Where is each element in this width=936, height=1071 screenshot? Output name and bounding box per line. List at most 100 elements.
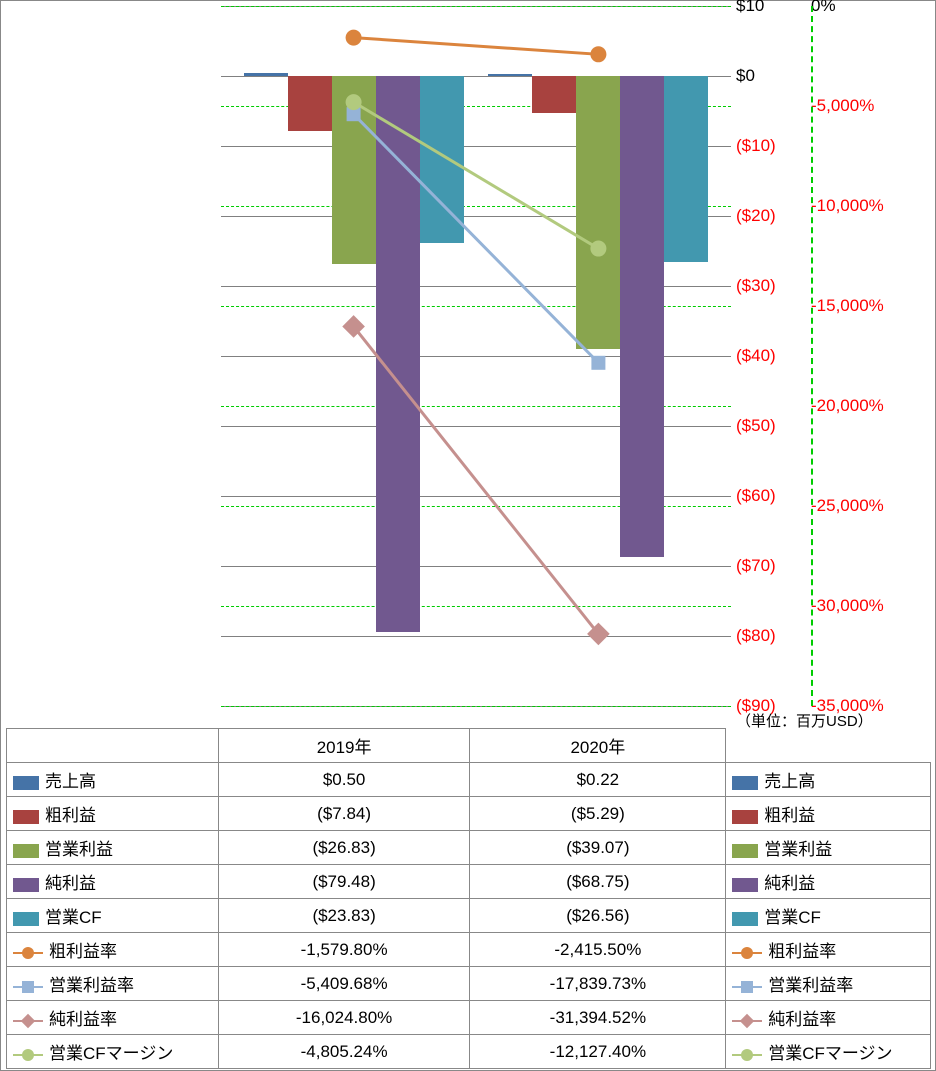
value-cell: ($7.84) [218, 797, 470, 831]
value-cell: $0.22 [470, 763, 726, 797]
value-cell: -31,394.52% [470, 1001, 726, 1035]
chart-container: $10$0($10)($20)($30)($40)($50)($60)($70)… [0, 0, 936, 1071]
series-name-cell: 純利益率 [7, 1001, 219, 1035]
y1-gridline [221, 636, 731, 637]
value-cell: ($26.56) [470, 899, 726, 933]
y1-tick-label: ($10) [736, 136, 776, 156]
value-cell: ($26.83) [218, 831, 470, 865]
series-name-cell: 粗利益 [7, 797, 219, 831]
value-cell: -4,805.24% [218, 1035, 470, 1069]
table-row: 純利益率 -16,024.80%-31,394.52% 純利益率 [7, 1001, 931, 1035]
bar-1-1 [532, 76, 576, 113]
bar-3-1 [620, 76, 664, 557]
y2-tick-label: -10,000% [811, 196, 884, 216]
bar-4-0 [420, 76, 464, 243]
table-header-category: 2019年 [218, 729, 470, 763]
legend-box-icon [13, 912, 39, 926]
bar-4-1 [664, 76, 708, 262]
value-cell: -16,024.80% [218, 1001, 470, 1035]
bar-0-0 [244, 73, 288, 77]
table-header-legend-col [726, 729, 931, 763]
legend-line-icon [732, 1048, 762, 1062]
y2-tick-label: -5,000% [811, 96, 874, 116]
y2-axis-line [811, 6, 813, 706]
legend-box-icon [732, 912, 758, 926]
legend-line-icon [732, 980, 762, 994]
series-name-label: 営業利益率 [768, 976, 853, 995]
series-name-label: 粗利益 [764, 806, 815, 825]
value-cell: $0.50 [218, 763, 470, 797]
value-cell: -2,415.50% [470, 933, 726, 967]
y2-tick-label: -30,000% [811, 596, 884, 616]
y2-gridline [221, 606, 731, 607]
legend-line-icon [732, 946, 762, 960]
series-name-label: 営業利益率 [49, 976, 134, 995]
table-row: 営業利益($26.83)($39.07)営業利益 [7, 831, 931, 865]
series-name-cell: 純利益 [7, 865, 219, 899]
legend-repeat-cell: 営業CFマージン [726, 1035, 931, 1069]
table-row: 営業CFマージン-4,805.24%-12,127.40%営業CFマージン [7, 1035, 931, 1069]
series-name-label: 粗利益率 [768, 942, 836, 961]
series-name-label: 純利益 [45, 874, 96, 893]
series-name-label: 粗利益 [45, 806, 96, 825]
bar-2-0 [332, 76, 376, 264]
series-name-label: 粗利益率 [49, 942, 117, 961]
value-cell: ($68.75) [470, 865, 726, 899]
y1-tick-label: ($80) [736, 626, 776, 646]
series-name-cell: 営業CF [7, 899, 219, 933]
legend-box-icon [13, 776, 39, 790]
series-name-label: 営業CFマージン [49, 1044, 173, 1063]
legend-repeat-cell: 営業利益率 [726, 967, 931, 1001]
value-cell: -5,409.68% [218, 967, 470, 1001]
series-name-cell: 売上高 [7, 763, 219, 797]
bar-0-1 [488, 74, 532, 76]
series-name-label: 営業CFマージン [768, 1044, 892, 1063]
series-name-cell: 営業利益率 [7, 967, 219, 1001]
legend-line-icon [732, 1014, 762, 1028]
legend-repeat-cell: 営業利益 [726, 831, 931, 865]
legend-box-icon [13, 878, 39, 892]
y1-tick-label: ($60) [736, 486, 776, 506]
table-corner [7, 729, 219, 763]
legend-line-icon [13, 1014, 43, 1028]
table-row: 粗利益率 -1,579.80%-2,415.50% 粗利益率 [7, 933, 931, 967]
series-name-cell: 営業CFマージン [7, 1035, 219, 1069]
value-cell: ($79.48) [218, 865, 470, 899]
legend-repeat-cell: 売上高 [726, 763, 931, 797]
legend-box-icon [732, 844, 758, 858]
series-name-cell: 営業利益 [7, 831, 219, 865]
value-cell: -17,839.73% [470, 967, 726, 1001]
value-cell: ($5.29) [470, 797, 726, 831]
legend-line-icon [13, 946, 43, 960]
y1-tick-label: ($70) [736, 556, 776, 576]
y2-tick-label: -15,000% [811, 296, 884, 316]
value-cell: -1,579.80% [218, 933, 470, 967]
legend-box-icon [732, 776, 758, 790]
y2-tick-label: 0% [811, 0, 836, 16]
legend-line-icon [13, 980, 43, 994]
y1-tick-label: $0 [736, 66, 755, 86]
series-name-label: 営業CF [45, 908, 102, 927]
value-cell: ($39.07) [470, 831, 726, 865]
value-cell: ($23.83) [218, 899, 470, 933]
y2-tick-label: -20,000% [811, 396, 884, 416]
legend-box-icon [13, 810, 39, 824]
bar-3-0 [376, 76, 420, 632]
y1-tick-label: $10 [736, 0, 764, 16]
y1-gridline [221, 566, 731, 567]
legend-repeat-cell: 粗利益率 [726, 933, 931, 967]
y1-tick-label: ($40) [736, 346, 776, 366]
series-name-label: 純利益率 [768, 1010, 836, 1029]
bar-2-1 [576, 76, 620, 349]
series-name-label: 純利益率 [49, 1010, 117, 1029]
y2-tick-label: -25,000% [811, 496, 884, 516]
data-table: 2019年2020年売上高$0.50$0.22売上高粗利益($7.84)($5.… [6, 728, 931, 1069]
table-row: 粗利益 ($7.84)($5.29) 粗利益 [7, 797, 931, 831]
table-row: 純利益($79.48)($68.75)純利益 [7, 865, 931, 899]
y1-tick-label: ($30) [736, 276, 776, 296]
series-name-label: 営業利益 [45, 840, 113, 859]
bar-1-0 [288, 76, 332, 131]
series-name-label: 売上高 [45, 772, 96, 791]
legend-repeat-cell: 営業CF [726, 899, 931, 933]
legend-repeat-cell: 純利益率 [726, 1001, 931, 1035]
